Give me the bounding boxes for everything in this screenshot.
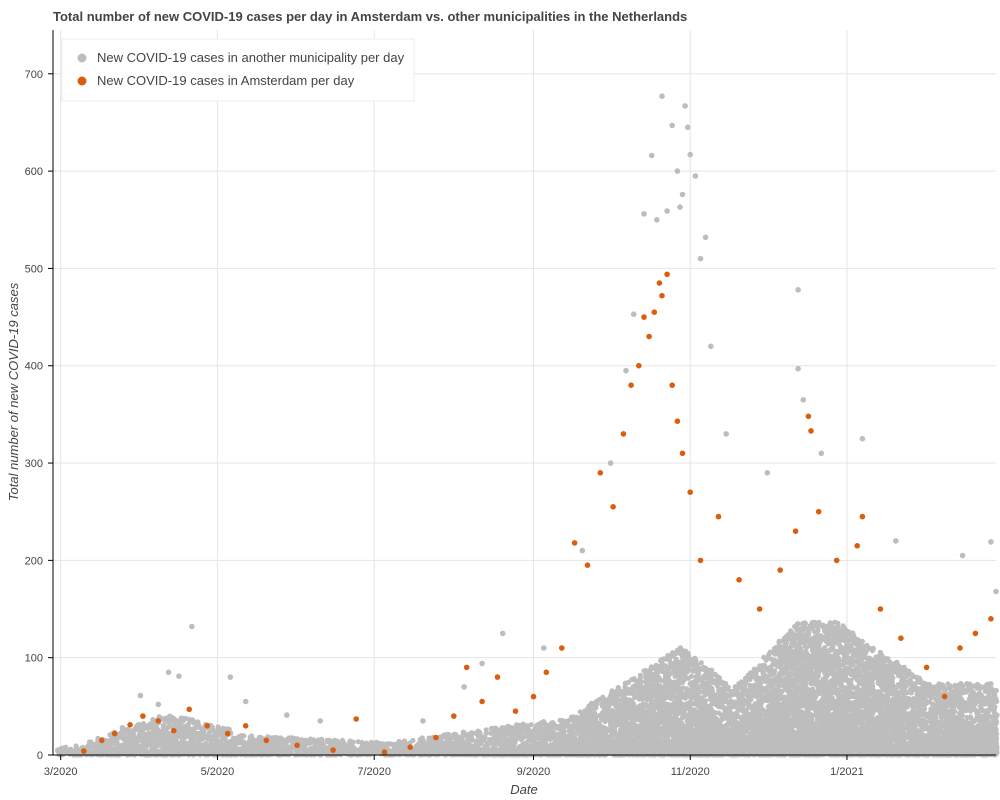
background-point [410, 737, 416, 744]
background-point [278, 741, 284, 747]
background-point [665, 690, 672, 696]
background-point [88, 739, 94, 745]
background-point [154, 726, 160, 732]
background-point [165, 736, 171, 742]
background-point [195, 721, 201, 728]
background-point [147, 733, 153, 739]
chart-title: Total number of new COVID-19 cases per d… [53, 9, 687, 24]
background-point [241, 733, 247, 739]
background-point [468, 736, 474, 743]
background-point [630, 723, 636, 729]
background-point [578, 722, 584, 728]
background-point [707, 705, 714, 711]
background-point [106, 744, 113, 751]
background-point [319, 736, 325, 743]
background-point [698, 660, 704, 666]
background-point [646, 704, 652, 710]
background-points [55, 619, 1000, 758]
background-point [326, 737, 332, 743]
background-point [669, 726, 675, 732]
background-point [73, 743, 79, 749]
background-point [648, 666, 655, 672]
background-point [528, 722, 534, 728]
background-point [476, 729, 482, 735]
background-point [684, 650, 690, 657]
background-point [637, 672, 644, 679]
background-point [232, 745, 238, 751]
background-point [593, 705, 599, 711]
background-point [688, 673, 695, 679]
background-point [208, 733, 214, 740]
background-point [702, 698, 709, 704]
background-point [666, 677, 672, 683]
background-point [483, 727, 489, 733]
background-point [114, 739, 120, 745]
background-point [581, 736, 587, 742]
background-point [481, 736, 487, 742]
